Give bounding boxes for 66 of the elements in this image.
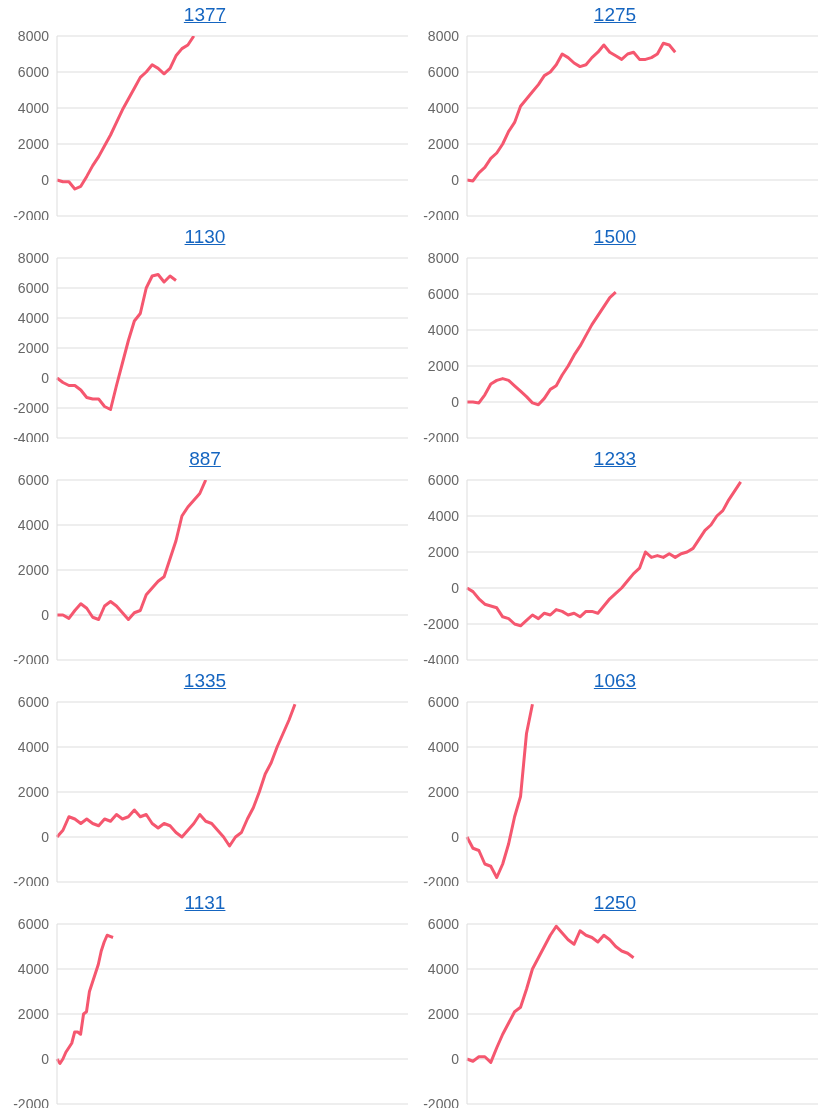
chart-title: 1275 xyxy=(593,4,637,25)
line-series xyxy=(55,480,208,621)
y-tick-label: 4000 xyxy=(427,507,460,524)
y-tick-label: 4000 xyxy=(427,321,460,338)
y-tick-label: 6000 xyxy=(17,63,50,80)
line-series xyxy=(55,933,115,1065)
y-tick-label: 6000 xyxy=(427,915,460,932)
y-tick-label: 2000 xyxy=(17,135,50,152)
y-tick-label: 2000 xyxy=(17,783,50,800)
y-tick-label: 4000 xyxy=(17,99,50,116)
y-tick-label: 2000 xyxy=(427,357,460,374)
y-tick-label: 6000 xyxy=(427,285,460,302)
y-tick-label: -2000 xyxy=(13,399,50,416)
y-tick-label: 8000 xyxy=(17,249,50,266)
chart-title: 1500 xyxy=(593,226,637,247)
y-tick-label: 4000 xyxy=(17,309,50,326)
chart-title: 1250 xyxy=(593,892,637,913)
y-tick-label: 2000 xyxy=(17,561,50,578)
y-tick-label: 0 xyxy=(41,171,50,188)
y-tick-label: 2000 xyxy=(427,135,460,152)
chart-title: 1130 xyxy=(184,226,226,247)
y-tick-label: 6000 xyxy=(17,915,50,932)
chart-title: 1131 xyxy=(184,892,226,913)
y-tick-label: 4000 xyxy=(427,99,460,116)
y-tick-label: 6000 xyxy=(17,279,50,296)
y-tick-label: 0 xyxy=(451,393,460,410)
y-tick-label: 8000 xyxy=(427,249,460,266)
line-series xyxy=(465,41,677,183)
y-tick-label: 2000 xyxy=(427,543,460,560)
line-series xyxy=(465,290,618,407)
y-tick-label: 6000 xyxy=(427,693,460,710)
chart-title: 1233 xyxy=(593,448,637,469)
chart-title: 1063 xyxy=(593,670,637,691)
y-tick-label: 4000 xyxy=(427,738,460,755)
chart-title: 1377 xyxy=(183,4,227,25)
y-tick-label: 0 xyxy=(451,1050,460,1067)
y-tick-label: 6000 xyxy=(427,63,460,80)
y-tick-label: 2000 xyxy=(17,339,50,356)
y-tick-label: 4000 xyxy=(17,960,50,977)
y-tick-label: 2000 xyxy=(427,783,460,800)
chart-title: 887 xyxy=(189,448,221,469)
line-series xyxy=(465,924,636,1064)
line-series xyxy=(55,36,196,191)
line-series xyxy=(55,702,297,848)
y-tick-label: 8000 xyxy=(17,27,50,44)
y-tick-label: 0 xyxy=(451,171,460,188)
y-tick-label: -2000 xyxy=(423,615,460,632)
y-tick-label: 2000 xyxy=(17,1005,50,1022)
y-tick-label: 0 xyxy=(451,579,460,596)
y-tick-label: 6000 xyxy=(17,471,50,488)
y-tick-label: 6000 xyxy=(427,471,460,488)
y-tick-label: 8000 xyxy=(427,27,460,44)
line-series xyxy=(465,702,534,879)
line-series xyxy=(55,273,178,411)
y-tick-label: 6000 xyxy=(17,693,50,710)
line-series xyxy=(465,480,743,628)
y-tick-label: 4000 xyxy=(17,516,50,533)
y-tick-label: 4000 xyxy=(17,738,50,755)
chart-title: 1335 xyxy=(183,670,227,691)
y-tick-label: 2000 xyxy=(427,1005,460,1022)
y-tick-label: 0 xyxy=(41,369,50,386)
y-tick-label: 0 xyxy=(41,1050,50,1067)
y-tick-label: 0 xyxy=(41,606,50,623)
y-tick-label: 4000 xyxy=(427,960,460,977)
y-tick-label: 0 xyxy=(451,828,460,845)
y-tick-label: 0 xyxy=(41,828,50,845)
